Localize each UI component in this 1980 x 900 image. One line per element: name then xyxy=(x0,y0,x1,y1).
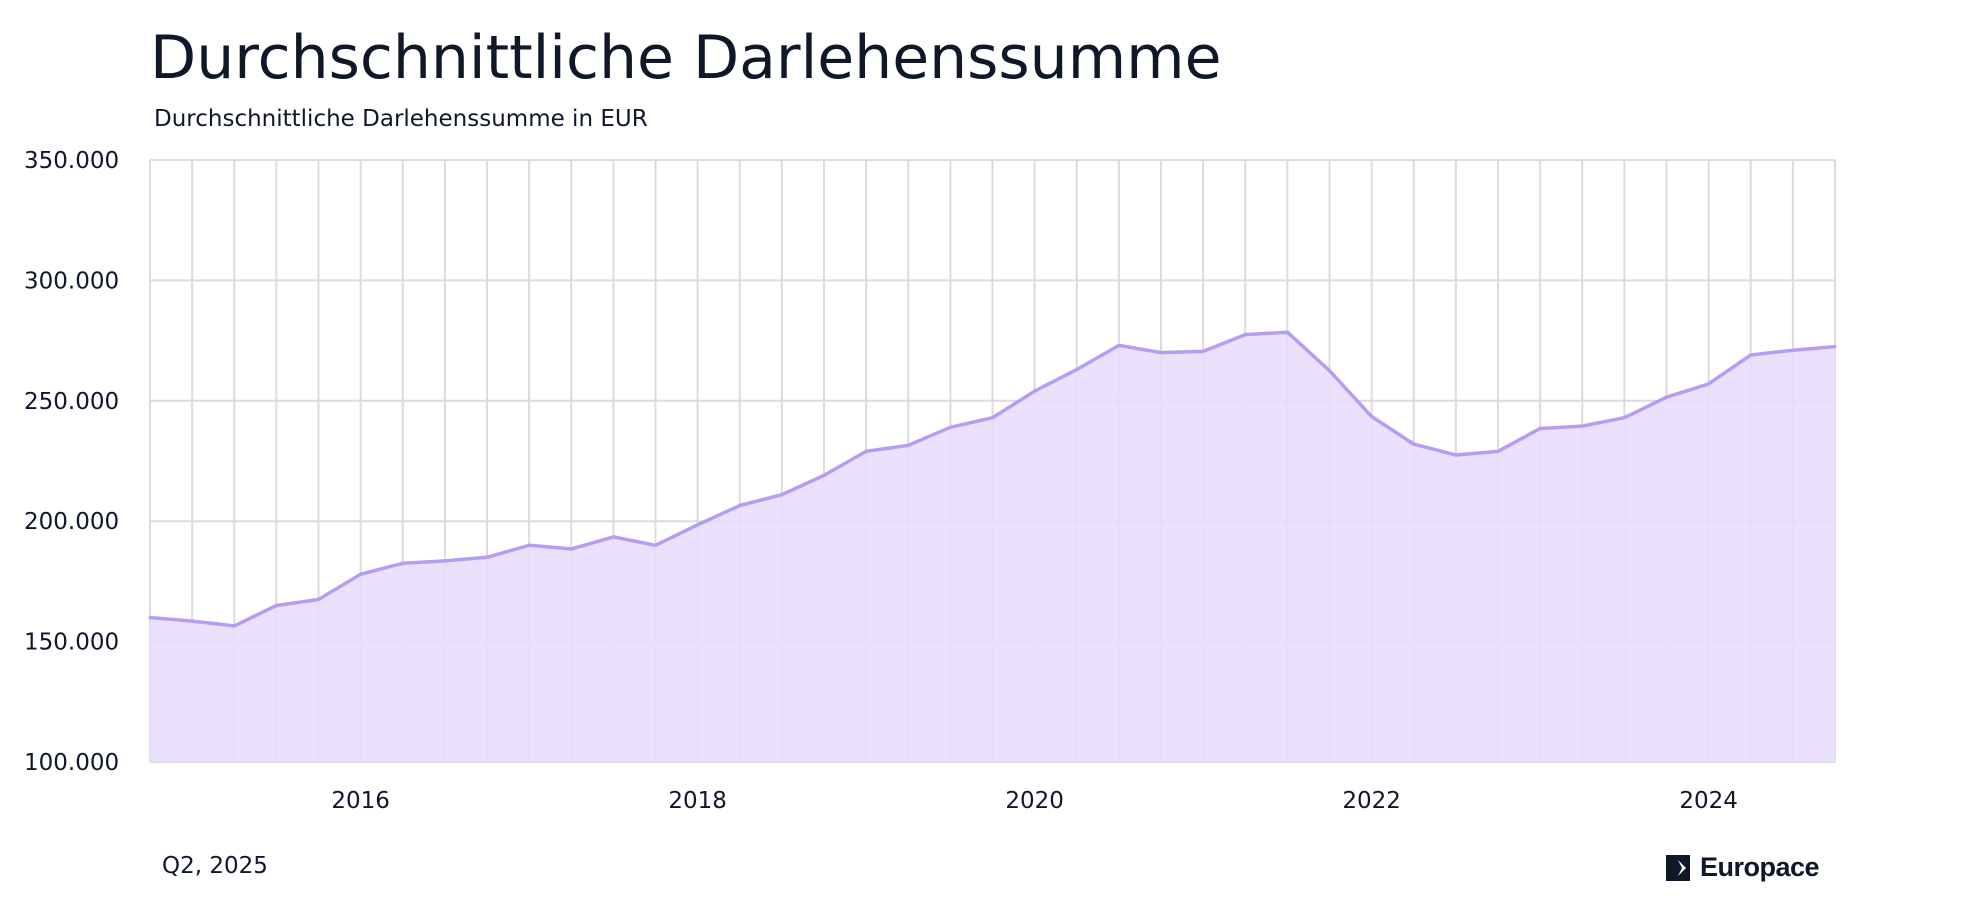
x-tick-label: 2020 xyxy=(1005,788,1064,814)
data-point xyxy=(485,555,489,559)
brand-logo: Europace xyxy=(1666,852,1820,883)
data-point xyxy=(906,443,910,447)
data-point xyxy=(1580,424,1584,428)
data-point xyxy=(190,619,194,623)
brand-name: Europace xyxy=(1700,852,1820,882)
data-point xyxy=(569,547,573,551)
y-tick-label: 300.000 xyxy=(24,268,119,294)
y-tick-label: 150.000 xyxy=(24,630,119,656)
data-point xyxy=(1707,382,1711,386)
data-point xyxy=(148,616,152,620)
data-point xyxy=(654,543,657,547)
data-point xyxy=(991,416,994,420)
series-area-fill xyxy=(150,332,1835,762)
y-tick-label: 100.000 xyxy=(24,750,119,776)
data-point xyxy=(527,543,531,547)
data-point xyxy=(1243,333,1247,337)
data-point xyxy=(611,535,615,539)
europace-logo-icon xyxy=(1666,854,1690,881)
data-point xyxy=(1791,348,1795,352)
data-point xyxy=(696,523,700,527)
x-tick-label: 2024 xyxy=(1679,788,1738,814)
data-point xyxy=(359,572,363,576)
data-point xyxy=(864,449,868,453)
data-point xyxy=(401,561,405,565)
data-point xyxy=(1328,369,1331,373)
y-tick-label: 200.000 xyxy=(24,509,119,535)
data-point xyxy=(1622,416,1626,420)
data-point xyxy=(1665,395,1668,399)
x-tick-label: 2022 xyxy=(1342,788,1401,814)
period-label: Q2, 2025 xyxy=(162,853,268,879)
data-point xyxy=(1285,330,1289,334)
data-point xyxy=(1496,449,1500,453)
y-axis-tick-labels: 100.000 150.000 200.000 250.000 300.000 350.0… xyxy=(24,148,119,776)
data-point xyxy=(1159,351,1163,355)
data-point xyxy=(274,603,278,607)
chart-subtitle: Durchschnittliche Darlehenssumme in EUR xyxy=(154,106,648,132)
data-point xyxy=(948,425,952,429)
x-tick-label: 2016 xyxy=(331,788,390,814)
x-axis-tick-labels: 2016 2018 2020 2022 2024 xyxy=(331,788,1738,814)
data-point xyxy=(1370,414,1374,418)
data-point xyxy=(443,559,447,563)
data-point xyxy=(1075,367,1079,371)
series-area-layer xyxy=(148,330,1837,762)
data-point xyxy=(1033,389,1037,393)
x-tick-label: 2018 xyxy=(668,788,727,814)
data-point xyxy=(1201,349,1205,353)
data-point xyxy=(738,504,742,508)
data-point xyxy=(1117,343,1121,347)
data-point xyxy=(1412,442,1416,446)
data-point xyxy=(822,473,826,477)
chart-title: Durchschnittliche Darlehenssumme xyxy=(150,23,1222,93)
data-point xyxy=(780,493,784,497)
y-tick-label: 350.000 xyxy=(24,148,119,174)
data-point xyxy=(317,597,320,601)
data-point xyxy=(232,624,236,628)
data-point xyxy=(1538,426,1542,430)
y-tick-label: 250.000 xyxy=(24,389,119,415)
data-point xyxy=(1749,353,1753,357)
data-point xyxy=(1454,453,1458,457)
data-point xyxy=(1833,345,1837,349)
